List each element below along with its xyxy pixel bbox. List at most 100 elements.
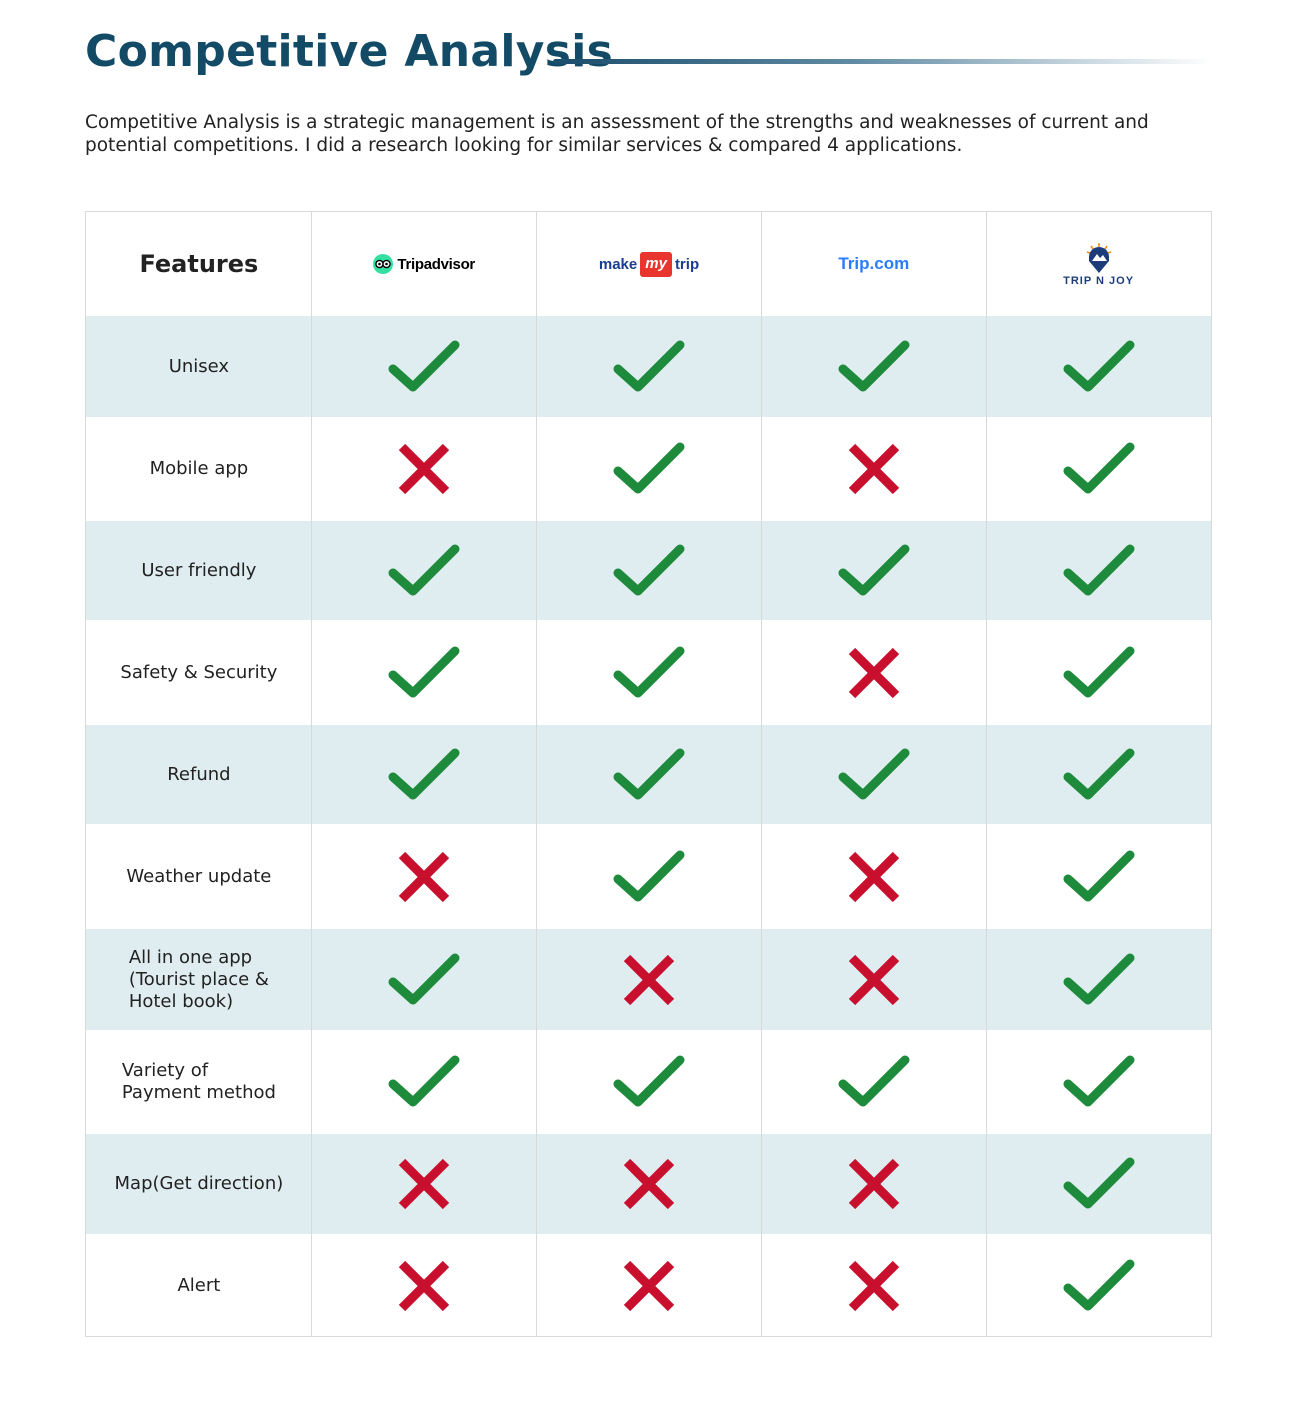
feature-label: Weather update [126, 865, 272, 887]
column-divider [311, 212, 312, 1336]
features-header-cell: Features [86, 212, 312, 316]
table-row: Map(Get direction) [86, 1134, 1211, 1234]
cross-icon [846, 441, 902, 497]
value-cell [761, 521, 986, 620]
value-cell [312, 417, 537, 521]
feature-label: User friendly [141, 559, 257, 581]
value-cell [537, 1234, 762, 1337]
check-icon [837, 747, 911, 803]
feature-label: Alert [177, 1274, 221, 1296]
feature-cell: Unisex [86, 316, 312, 417]
table-row: Safety & Security [86, 620, 1211, 725]
value-cell [986, 1234, 1211, 1337]
cross-icon [396, 1156, 452, 1212]
value-cell [537, 417, 762, 521]
tripadvisor-name: Tripadvisor [397, 255, 475, 273]
check-icon [612, 849, 686, 905]
tripcom-logo: Trip.com [838, 254, 910, 273]
makemytrip-logo: make my trip [599, 251, 699, 277]
check-icon [387, 1054, 461, 1110]
value-cell [537, 1134, 762, 1234]
intro-paragraph: Competitive Analysis is a strategic mana… [85, 112, 1149, 156]
column-divider [761, 212, 762, 1336]
check-icon [612, 441, 686, 497]
check-icon [387, 543, 461, 599]
tripadvisor-logo: Tripadvisor [373, 254, 475, 274]
feature-cell: Weather update [86, 824, 312, 929]
value-cell [761, 1134, 986, 1234]
column-divider [986, 212, 987, 1336]
feature-cell: User friendly [86, 521, 312, 620]
value-cell [761, 824, 986, 929]
cross-icon [396, 441, 452, 497]
tripnjoy-name: TRIP N JOY [1063, 275, 1135, 287]
app-header-cell: Tripadvisor [312, 212, 537, 316]
feature-cell: Mobile app [86, 417, 312, 521]
value-cell [312, 316, 537, 417]
value-cell [986, 417, 1211, 521]
value-cell [986, 521, 1211, 620]
value-cell [312, 1234, 537, 1337]
check-icon [612, 1054, 686, 1110]
value-cell [537, 316, 762, 417]
value-cell [986, 316, 1211, 417]
feature-cell: Alert [86, 1234, 312, 1337]
value-cell [761, 316, 986, 417]
check-icon [837, 1054, 911, 1110]
check-icon [387, 952, 461, 1008]
cross-icon [846, 849, 902, 905]
feature-label: Safety & Security [120, 661, 278, 683]
table-row: Variety of Payment method [86, 1030, 1211, 1134]
value-cell [312, 521, 537, 620]
tripnjoy-logo: TRIP N JOY [1063, 241, 1134, 287]
cross-icon [846, 645, 902, 701]
comparison-table: Features Tripadvisor make my trip [85, 211, 1212, 1337]
feature-label: Unisex [168, 355, 230, 377]
value-cell [537, 521, 762, 620]
app-header-cell: make my trip [537, 212, 762, 316]
check-icon [1062, 441, 1136, 497]
value-cell [761, 417, 986, 521]
feature-label: Map(Get direction) [114, 1173, 284, 1194]
check-icon [387, 339, 461, 395]
column-divider [536, 212, 537, 1336]
feature-cell: Refund [86, 725, 312, 824]
value-cell [312, 620, 537, 725]
check-icon [1062, 543, 1136, 599]
check-icon [1062, 1054, 1136, 1110]
check-icon [612, 543, 686, 599]
value-cell [312, 725, 537, 824]
value-cell [312, 929, 537, 1030]
check-icon [837, 543, 911, 599]
table-row: Weather update [86, 824, 1211, 929]
check-icon [387, 747, 461, 803]
value-cell [761, 1234, 986, 1337]
feature-label: Variety of Payment method [121, 1060, 276, 1103]
value-cell [312, 824, 537, 929]
feature-cell: Variety of Payment method [86, 1030, 312, 1134]
value-cell [537, 1030, 762, 1134]
cross-icon [846, 1258, 902, 1314]
cross-icon [621, 952, 677, 1008]
check-icon [1062, 747, 1136, 803]
check-icon [837, 339, 911, 395]
value-cell [761, 929, 986, 1030]
value-cell [986, 1030, 1211, 1134]
feature-cell: All in one app (Tourist place & Hotel bo… [86, 929, 312, 1030]
features-header: Features [139, 250, 259, 278]
table-row: Refund [86, 725, 1211, 824]
feature-label: All in one app (Tourist place & Hotel bo… [128, 946, 269, 1012]
check-icon [1062, 849, 1136, 905]
value-cell [986, 929, 1211, 1030]
check-icon [1062, 952, 1136, 1008]
value-cell [312, 1134, 537, 1234]
check-icon [612, 645, 686, 701]
value-cell [537, 824, 762, 929]
cross-icon [396, 849, 452, 905]
app-header-cell: Trip.com [761, 212, 986, 316]
value-cell [537, 929, 762, 1030]
cross-icon [396, 1258, 452, 1314]
cross-icon [846, 1156, 902, 1212]
table-row: Alert [86, 1234, 1211, 1337]
feature-label: Refund [167, 763, 231, 785]
